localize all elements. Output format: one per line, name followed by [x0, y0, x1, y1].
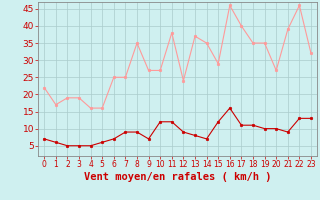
X-axis label: Vent moyen/en rafales ( km/h ): Vent moyen/en rafales ( km/h ) — [84, 172, 271, 182]
